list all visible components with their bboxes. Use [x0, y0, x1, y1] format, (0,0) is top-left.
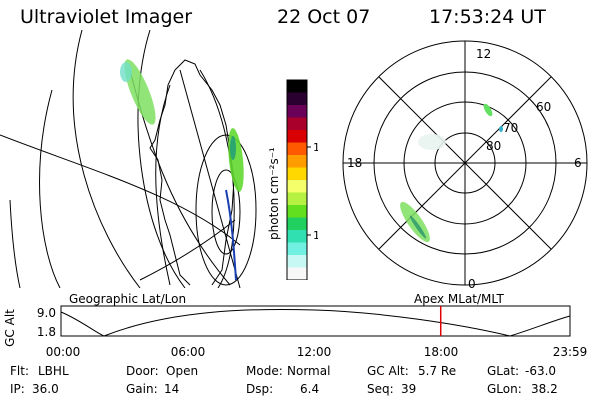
alt-plot-frame	[60, 305, 571, 337]
alt-plot-xtick-1800: 18:00	[424, 345, 459, 359]
gain-value: 14	[164, 382, 180, 396]
alt-plot-ytick-bottom: 1.8	[37, 325, 56, 339]
colorbar-cell	[287, 155, 307, 168]
colorbar-cell	[287, 205, 307, 218]
glon-value: 38.2	[531, 382, 558, 396]
alt-plot-right-title: Apex MLat/MLT	[414, 292, 504, 306]
meridian-3	[137, 30, 186, 288]
alt-plot-left-title: Geographic Lat/Lon	[69, 292, 186, 306]
colorbar-cell	[287, 180, 307, 193]
meridian-8	[179, 69, 241, 288]
gain-label: Gain:	[126, 382, 158, 396]
colorbar-cell	[287, 167, 307, 181]
alt-plot-xtick-1200: 12:00	[297, 345, 332, 359]
observation-time: 17:53:24 UT	[429, 6, 546, 28]
polar-faint-glow	[418, 134, 446, 150]
alt-plot-xtick-2359: 23:59	[553, 345, 588, 359]
earth-limb-line	[155, 84, 171, 286]
gc-alt-label: GC Alt:	[367, 364, 409, 378]
colorbar-cell	[287, 192, 307, 206]
aurora-patch-3	[228, 128, 244, 192]
seq-value: 39	[401, 382, 417, 396]
lat-circle-2	[211, 169, 241, 255]
flt-label: Flt:	[10, 364, 29, 378]
colorbar-cell	[287, 92, 307, 106]
colorbar: 100 10 photon cm⁻²s⁻¹	[267, 79, 318, 280]
colorbar-cell	[287, 130, 307, 143]
colorbar-cell	[287, 217, 307, 231]
polar-aurora-4	[499, 126, 503, 132]
polar-mlt-label-left: 18	[347, 156, 362, 170]
polar-mlt-plot: 12 18 6 0 60 70 80	[342, 40, 588, 290]
mode-value: Normal	[287, 364, 331, 378]
meridian-7	[139, 219, 236, 281]
meridian-4	[72, 30, 141, 288]
glat-label: GLat:	[487, 364, 520, 378]
alt-plot-ylabel: GC Alt	[3, 309, 17, 347]
polar-mlt-label-right: 6	[574, 156, 582, 170]
altitude-timeline: Geographic Lat/Lon Apex MLat/MLT GC Alt …	[3, 292, 588, 359]
colorbar-tick-label-10: 10	[313, 229, 318, 242]
aurora-patch-2	[120, 62, 132, 82]
glat-value: -63.0	[525, 364, 557, 378]
meridian-6	[9, 199, 21, 288]
polar-lat-label-60: 60	[536, 100, 551, 114]
polar-lat-label-80: 80	[486, 139, 501, 153]
dsp-label: Dsp:	[246, 382, 274, 396]
alt-plot-xtick-0000: 00:00	[46, 345, 81, 359]
colorbar-cell	[287, 255, 307, 268]
colorbar-cell	[287, 117, 307, 131]
colorbar-cell	[287, 80, 307, 93]
meridian-2	[0, 134, 241, 246]
aurora-patch-4	[230, 136, 236, 160]
gc-alt-value: 5.7 Re	[418, 364, 457, 378]
door-value: Open	[166, 364, 199, 378]
colorbar-cell	[287, 242, 307, 256]
ip-value: 36.0	[32, 382, 59, 396]
colorbar-cell	[287, 230, 307, 243]
polar-lat-label-70: 70	[503, 121, 518, 135]
aurora-patch-1	[124, 59, 156, 125]
colorbar-tick-label-100: 100	[313, 141, 318, 154]
observation-date: 22 Oct 07	[277, 6, 371, 28]
polar-mlt-label-bottom: 0	[468, 277, 476, 290]
colorbar-cell	[287, 267, 307, 280]
app-title: Ultraviolet Imager	[20, 6, 193, 28]
altitude-curve	[60, 308, 571, 337]
polar-mlt-label-top: 12	[476, 47, 491, 61]
colorbar-frame	[286, 79, 308, 280]
alt-plot-ytick-top: 9.0	[37, 306, 56, 320]
dsp-value: 6.4	[300, 382, 320, 396]
meridian-5	[39, 89, 61, 288]
mode-label: Mode:	[246, 364, 283, 378]
polar-aurora-3	[483, 103, 493, 117]
door-label: Door:	[126, 364, 159, 378]
coastline	[149, 59, 235, 286]
glon-label: GLon:	[487, 382, 522, 396]
ip-label: IP:	[10, 382, 25, 396]
earth-view-image	[0, 30, 257, 288]
blue-terminator-line	[225, 189, 237, 281]
colorbar-unit-label: photon cm⁻²s⁻¹	[267, 147, 281, 240]
alt-plot-xtick-0600: 06:00	[171, 345, 206, 359]
colorbar-cell	[287, 142, 307, 156]
polar-aurora-2	[409, 215, 427, 239]
lat-circle-1	[195, 134, 257, 286]
flt-value: LBHL	[38, 364, 69, 378]
seq-label: Seq:	[367, 382, 394, 396]
colorbar-cell	[287, 105, 307, 118]
